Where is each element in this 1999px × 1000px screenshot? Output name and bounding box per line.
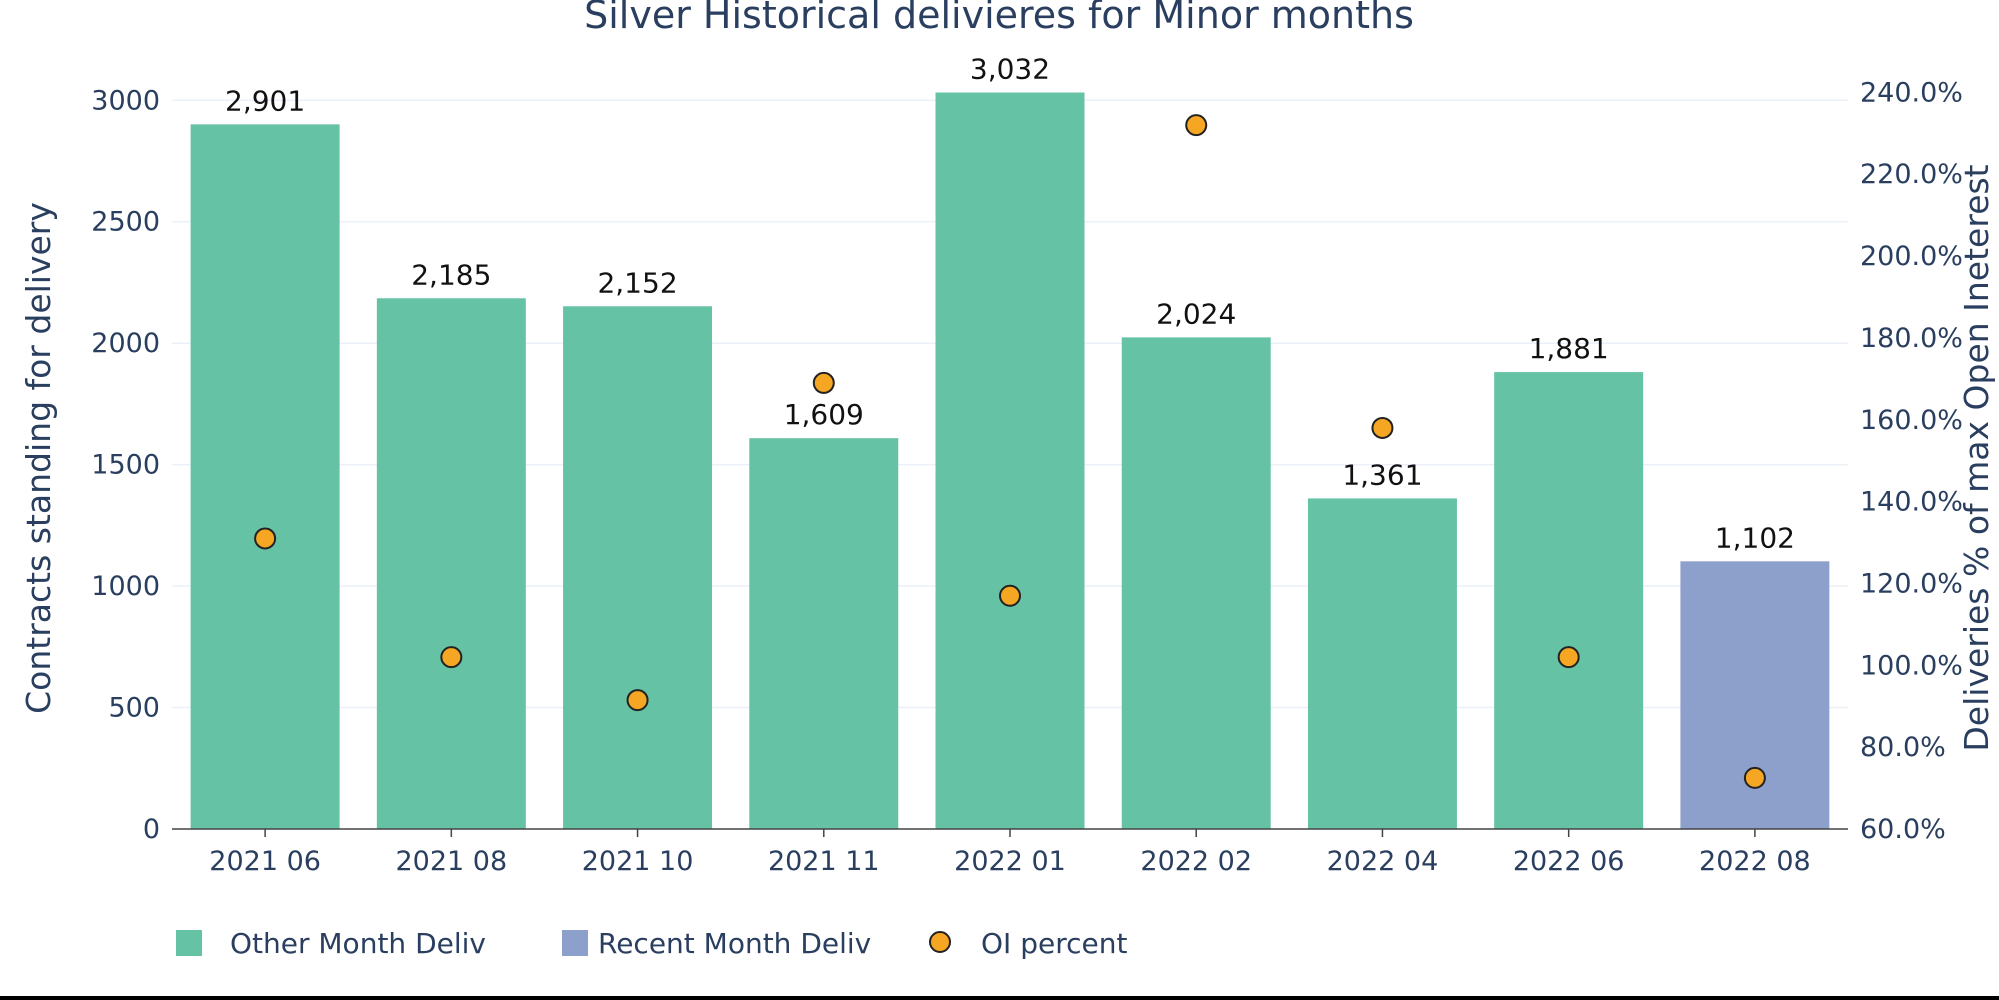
chart-title: Silver Historical delivieres for Minor m… — [584, 0, 1414, 37]
legend-swatch-recent — [562, 930, 588, 956]
y2-tick-label: 140.0% — [1860, 487, 1963, 518]
bar — [1307, 498, 1457, 829]
legend-label-oi: OI percent — [981, 927, 1127, 960]
oi-point — [999, 584, 1021, 607]
legend: Other Month Deliv Recent Month Deliv OI … — [176, 927, 1127, 960]
bar-value-label: 1,361 — [1342, 458, 1422, 491]
oi-point — [1743, 766, 1766, 789]
bar — [1494, 372, 1644, 829]
bars — [190, 92, 1830, 830]
bar-value-label: 2,901 — [225, 84, 305, 117]
bar — [190, 124, 340, 829]
bar — [1121, 337, 1271, 829]
y-tick-label: 1500 — [91, 450, 160, 481]
y2-tick-label: 240.0% — [1860, 77, 1963, 108]
legend-swatch-other — [176, 930, 202, 956]
bar-value-label: 2,152 — [597, 266, 677, 299]
oi-point — [812, 371, 835, 394]
bar-value-label: 1,881 — [1529, 332, 1609, 365]
oi-point — [440, 646, 463, 669]
x-axis-ticks: 2021 06 2021 08 2021 10 2021 11 2022 01 2022 … — [209, 829, 1811, 877]
x-tick-label: 2021 06 — [209, 846, 321, 877]
y2-tick-label: 100.0% — [1860, 650, 1963, 681]
oi-point — [1557, 646, 1580, 669]
bar-value-label: 1,609 — [784, 398, 864, 431]
y-tick-label: 2000 — [91, 328, 160, 359]
y2-tick-label: 220.0% — [1860, 159, 1963, 190]
y-axis-title: Contracts standing for delivery — [19, 202, 58, 714]
x-tick-label: 2022 02 — [1140, 846, 1252, 877]
y2-tick-label: 200.0% — [1860, 241, 1963, 272]
y-tick-label: 0 — [143, 814, 160, 845]
bar — [749, 438, 899, 829]
y2-tick-label: 180.0% — [1860, 323, 1963, 354]
bar-value-label: 1,102 — [1715, 521, 1795, 554]
legend-label-recent: Recent Month Deliv — [598, 927, 871, 960]
y-tick-label: 500 — [108, 693, 160, 724]
x-tick-label: 2021 08 — [396, 846, 508, 877]
y-axis-ticks: 0 500 1000 1500 2000 2500 3000 — [91, 85, 160, 845]
x-tick-label: 2022 01 — [954, 846, 1066, 877]
bar — [1680, 561, 1830, 829]
bar — [376, 298, 526, 829]
bar-value-label: 2,185 — [411, 258, 491, 291]
legend-marker-oi — [929, 931, 951, 953]
x-tick-label: 2021 11 — [768, 846, 880, 877]
bar-labels: 2,901 2,185 2,152 1,609 3,032 2,024 1,361 1,881… — [225, 53, 1795, 555]
oi-points — [254, 114, 1766, 789]
y2-axis-title: Deliveries % of max Open Ineterest — [1957, 164, 1996, 751]
x-tick-label: 2021 10 — [582, 846, 694, 877]
bar-value-label: 2,024 — [1156, 297, 1236, 330]
bar-value-label: 3,032 — [970, 53, 1050, 86]
oi-point — [1185, 114, 1208, 137]
oi-point — [1371, 416, 1394, 439]
y-tick-label: 1000 — [91, 571, 160, 602]
y2-tick-label: 80.0% — [1860, 732, 1946, 763]
y2-axis-ticks: 60.0% 80.0% 100.0% 120.0% 140.0% 160.0% 180.0%… — [1860, 77, 1963, 845]
bottom-border — [0, 996, 1999, 1000]
y2-tick-label: 60.0% — [1860, 814, 1946, 845]
bar — [935, 92, 1085, 830]
legend-label-other: Other Month Deliv — [230, 927, 486, 960]
bar — [563, 306, 713, 830]
x-tick-label: 2022 04 — [1327, 846, 1439, 877]
x-tick-label: 2022 08 — [1699, 846, 1811, 877]
y-tick-label: 3000 — [91, 85, 160, 116]
oi-point — [254, 527, 277, 550]
oi-point — [626, 689, 649, 712]
x-tick-label: 2022 06 — [1513, 846, 1625, 877]
y2-tick-label: 120.0% — [1860, 568, 1963, 599]
y2-tick-label: 160.0% — [1860, 405, 1963, 436]
y-tick-label: 2500 — [91, 207, 160, 238]
